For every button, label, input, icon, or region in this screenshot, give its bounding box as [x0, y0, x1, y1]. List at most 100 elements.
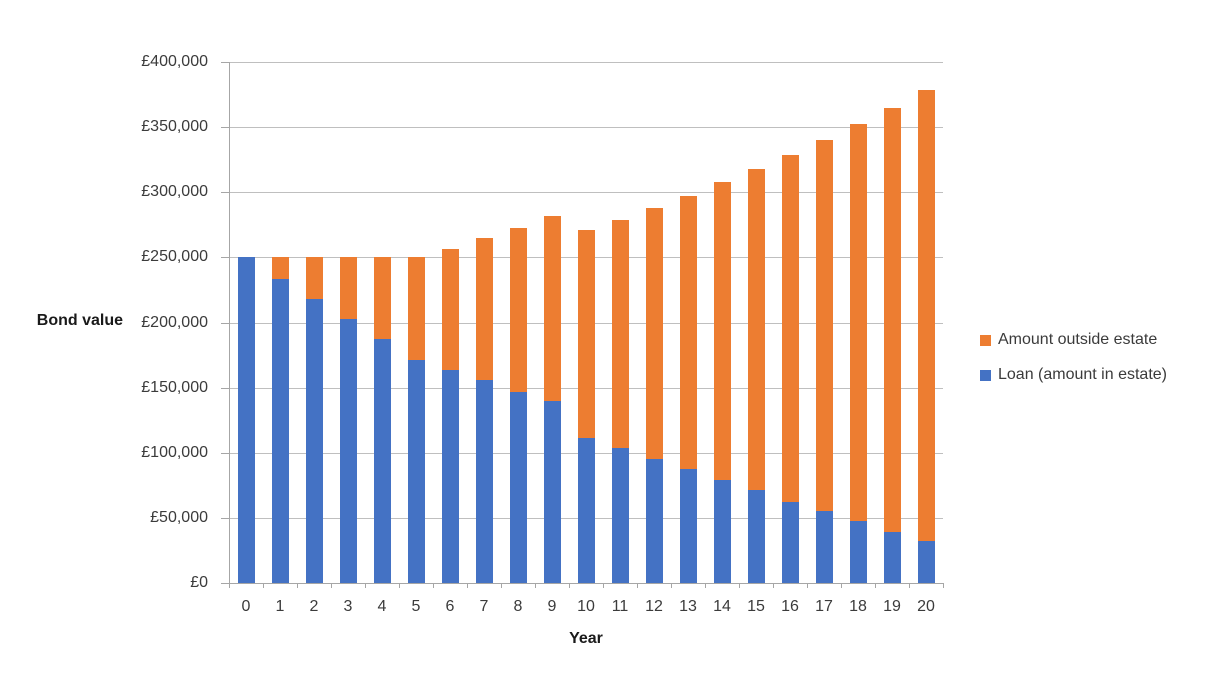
x-axis-tick	[263, 583, 264, 588]
bar-segment-loan-amount-in-estate-year-9	[543, 401, 561, 583]
x-axis-tick-label: 2	[309, 598, 319, 615]
y-axis-tick-label: £150,000	[141, 378, 208, 396]
bar-segment-loan-amount-in-estate-year-18	[849, 521, 867, 583]
bar-segment-amount-outside-estate-year-4	[373, 257, 391, 339]
x-axis-tick	[739, 583, 740, 588]
bar-segment-amount-outside-estate-year-16	[781, 155, 799, 503]
y-axis-tick	[221, 322, 229, 324]
x-axis-tick-label: 12	[645, 598, 663, 615]
bar-segment-amount-outside-estate-year-7	[475, 238, 493, 381]
x-axis-tick-label: 4	[377, 598, 387, 615]
bar-segment-loan-amount-in-estate-year-11	[611, 447, 629, 583]
y-axis-tick	[221, 127, 229, 129]
bar-segment-amount-outside-estate-year-12	[645, 207, 663, 459]
y-axis-tick	[221, 387, 229, 389]
bar-segment-amount-outside-estate-year-20	[917, 90, 935, 542]
x-axis-tick-label: 7	[479, 598, 489, 615]
y-axis-tick-label: £400,000	[141, 53, 208, 70]
x-axis-tick	[943, 583, 944, 588]
y-axis-tick	[221, 62, 229, 63]
bar-segment-amount-outside-estate-year-19	[883, 107, 901, 532]
x-axis-tick	[331, 583, 332, 588]
x-axis-tick-label: 15	[747, 598, 765, 615]
bar-segment-loan-amount-in-estate-year-14	[713, 480, 731, 583]
bar-segment-loan-amount-in-estate-year-4	[373, 338, 391, 583]
bar-segment-amount-outside-estate-year-17	[815, 140, 833, 511]
gridline	[229, 62, 943, 63]
bar-segment-amount-outside-estate-year-11	[611, 220, 629, 448]
bar-segment-loan-amount-in-estate-year-3	[339, 318, 357, 583]
bar-segment-amount-outside-estate-year-5	[407, 257, 425, 360]
bar-segment-loan-amount-in-estate-year-12	[645, 458, 663, 583]
bar-segment-loan-amount-in-estate-year-8	[509, 391, 527, 583]
bar-segment-amount-outside-estate-year-9	[543, 215, 561, 402]
x-axis-tick	[773, 583, 774, 588]
y-axis-tick	[221, 452, 229, 454]
y-axis-tick-label: £100,000	[141, 443, 208, 461]
bar-segment-amount-outside-estate-year-14	[713, 182, 731, 481]
x-axis-tick	[637, 583, 638, 588]
bar-segment-amount-outside-estate-year-1	[271, 257, 289, 279]
bar-segment-amount-outside-estate-year-18	[849, 123, 867, 522]
x-axis-tick	[501, 583, 502, 588]
bar-segment-loan-amount-in-estate-year-6	[441, 370, 459, 583]
y-axis-tick-label: £50,000	[150, 508, 208, 526]
x-axis-tick	[297, 583, 298, 588]
y-axis-tick-label: £300,000	[141, 183, 208, 201]
x-axis-tick	[909, 583, 910, 588]
y-axis-tick	[221, 192, 229, 194]
x-axis-tick-label: 20	[917, 598, 935, 615]
x-axis-tick-label: 1	[275, 598, 285, 615]
bar-segment-amount-outside-estate-year-15	[747, 169, 765, 490]
bar-segment-loan-amount-in-estate-year-2	[305, 299, 323, 583]
x-axis-tick	[705, 583, 706, 588]
gridline	[229, 192, 943, 194]
bar-segment-loan-amount-in-estate-year-19	[883, 531, 901, 583]
y-axis-tick-label: £350,000	[141, 118, 208, 136]
x-axis-tick-label: 17	[815, 598, 833, 615]
bar-segment-loan-amount-in-estate-year-17	[815, 510, 833, 583]
x-axis-tick	[399, 583, 400, 588]
x-axis-tick	[569, 583, 570, 588]
x-axis-tick	[875, 583, 876, 588]
bar-segment-amount-outside-estate-year-8	[509, 228, 527, 392]
y-axis-tick	[221, 257, 229, 259]
x-axis-tick-label: 3	[343, 598, 353, 615]
bar-segment-loan-amount-in-estate-year-1	[271, 278, 289, 583]
x-axis-tick-label: 14	[713, 598, 731, 615]
x-axis-tick-label: 13	[679, 598, 697, 615]
bar-segment-loan-amount-in-estate-year-7	[475, 380, 493, 583]
bar-segment-loan-amount-in-estate-year-5	[407, 359, 425, 583]
x-axis-tick	[807, 583, 808, 588]
x-axis-tick	[467, 583, 468, 588]
x-axis-tick-label: 19	[883, 598, 901, 615]
x-axis-tick	[433, 583, 434, 588]
x-axis-tick	[229, 583, 230, 588]
bar-segment-loan-amount-in-estate-year-20	[917, 541, 935, 583]
x-axis-tick-label: 16	[781, 598, 799, 615]
x-axis-tick-label: 0	[241, 598, 251, 615]
y-axis-title: Bond value	[36, 312, 123, 329]
bar-segment-loan-amount-in-estate-year-10	[577, 437, 595, 583]
bar-segment-loan-amount-in-estate-year-0	[237, 257, 255, 583]
bar-segment-amount-outside-estate-year-13	[679, 196, 697, 470]
bar-segment-amount-outside-estate-year-2	[305, 257, 323, 300]
y-axis-tick-label: £200,000	[141, 313, 208, 331]
x-axis-tick	[535, 583, 536, 588]
x-axis-tick-label: 8	[513, 598, 523, 615]
x-axis-tick-label: 11	[611, 598, 629, 615]
x-axis-line	[221, 583, 943, 584]
x-axis-tick-label: 5	[411, 598, 421, 615]
bar-segment-amount-outside-estate-year-3	[339, 257, 357, 319]
y-axis-tick-label: £250,000	[141, 248, 208, 266]
legend-label: Amount outside estate	[998, 331, 1158, 348]
bar-segment-amount-outside-estate-year-10	[577, 230, 595, 438]
y-axis-tick	[221, 517, 229, 519]
legend-swatch-icon	[980, 335, 991, 346]
bar-segment-amount-outside-estate-year-6	[441, 248, 459, 371]
x-axis-tick-label: 9	[547, 598, 557, 615]
y-axis-line	[229, 62, 230, 583]
legend-swatch-icon	[980, 370, 991, 381]
x-axis-tick	[841, 583, 842, 588]
